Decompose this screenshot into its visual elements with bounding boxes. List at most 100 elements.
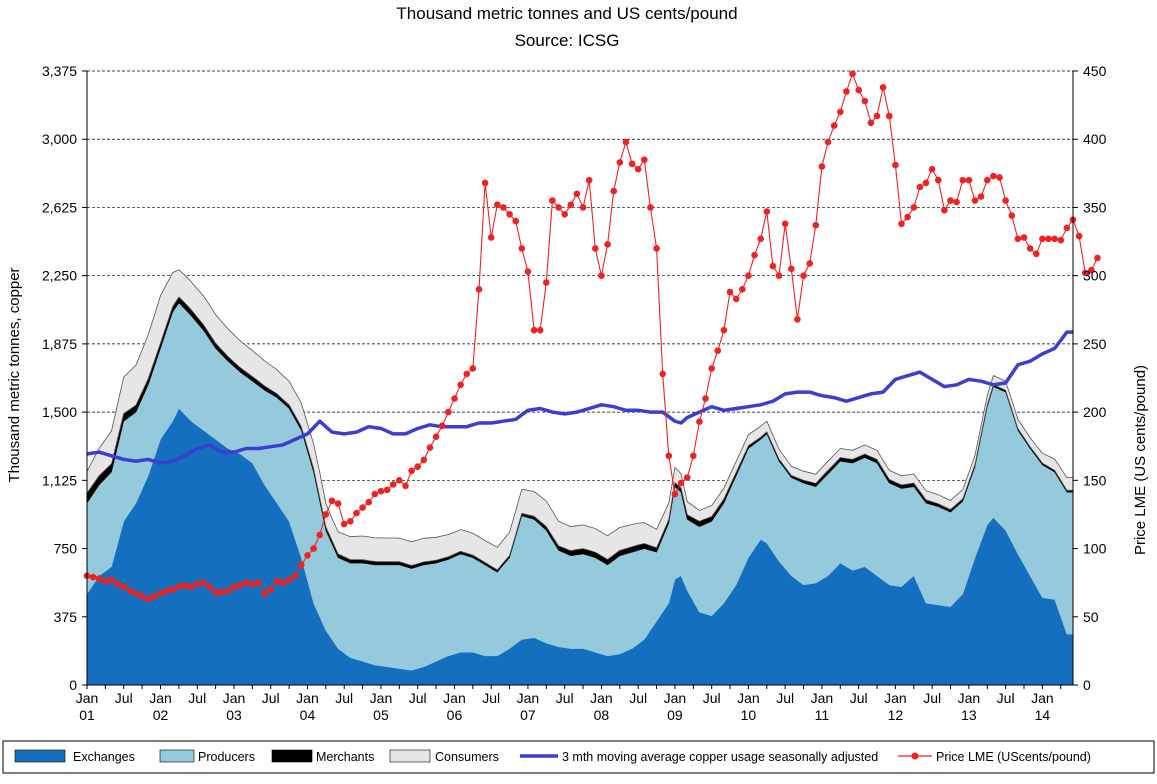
price-marker — [953, 198, 960, 206]
price-marker — [610, 187, 617, 195]
x-tick-label-month: Jul — [115, 690, 133, 706]
x-tick-label-month: Jan — [664, 690, 687, 706]
price-marker — [304, 552, 311, 559]
price-marker — [683, 474, 691, 481]
price-marker — [812, 221, 820, 229]
x-tick-label-month: Jul — [997, 690, 1015, 706]
price-marker — [236, 582, 244, 589]
x-tick-label-month: Jul — [556, 690, 574, 706]
price-marker — [561, 211, 568, 218]
price-marker — [984, 176, 991, 184]
price-marker — [818, 163, 826, 170]
stacked-areas — [86, 269, 1074, 686]
x-tick-label-year: 09 — [667, 707, 683, 723]
x-tick-label-year: 07 — [520, 707, 536, 723]
y2-tick-label: 250 — [1083, 336, 1107, 352]
price-marker — [567, 201, 575, 208]
price-marker — [1033, 250, 1040, 258]
legend-swatch-consumers — [389, 749, 431, 763]
y2-tick-label: 400 — [1083, 131, 1107, 147]
price-marker — [634, 165, 642, 173]
price-marker — [1026, 245, 1034, 252]
price-marker — [837, 108, 844, 116]
price-marker — [420, 456, 428, 464]
price-marker — [935, 176, 942, 184]
price-marker — [690, 452, 697, 460]
price-marker — [928, 165, 936, 173]
y2-tick-label: 0 — [1083, 677, 1091, 693]
price-marker — [861, 97, 869, 105]
price-marker — [273, 578, 281, 585]
price-marker — [1045, 235, 1052, 243]
y-tick-label: 750 — [54, 541, 78, 557]
price-marker — [1057, 236, 1065, 244]
price-marker — [144, 595, 152, 603]
price-marker — [781, 220, 789, 228]
y-axis-title: Thousand metric tonnes, copper — [6, 267, 23, 482]
price-marker — [769, 262, 777, 270]
x-tick-label-month: Jan — [884, 690, 907, 706]
x-tick-label-month: Jul — [850, 690, 868, 706]
price-marker — [432, 433, 440, 441]
y2-tick-label: 50 — [1083, 609, 1099, 625]
y-tick-label: 1,875 — [42, 336, 77, 352]
price-marker — [334, 500, 342, 507]
x-tick-label-year: 10 — [741, 707, 757, 723]
x-tick-label-month: Jul — [188, 690, 206, 706]
x-tick-label-month: Jan — [443, 690, 466, 706]
price-marker — [849, 70, 856, 77]
price-marker — [279, 579, 287, 586]
price-marker — [996, 174, 1003, 181]
y-tick-label: 2,250 — [42, 268, 77, 284]
x-tick-label-month: Jul — [923, 690, 941, 706]
price-marker — [616, 159, 624, 166]
price-marker — [965, 176, 973, 184]
x-tick-label-year: 08 — [594, 707, 610, 723]
price-marker — [696, 418, 703, 426]
price-marker — [206, 583, 213, 591]
price-marker — [181, 582, 189, 589]
price-marker — [904, 213, 911, 221]
price-marker — [830, 122, 838, 129]
y-tick-labels: 0 375 750 1,125 1,500 1,875 2,250 2,625 3,000 3,3… — [42, 63, 77, 693]
price-marker — [1039, 235, 1046, 243]
price-marker — [108, 576, 115, 584]
price-marker — [340, 520, 348, 528]
price-marker — [843, 88, 850, 95]
price-marker — [873, 112, 881, 120]
axes — [82, 70, 1078, 689]
price-marker — [732, 295, 740, 303]
price-marker — [230, 583, 238, 591]
price-marker — [438, 422, 446, 430]
chart-title: Thousand metric tonnes and US cents/poun… — [396, 4, 737, 23]
x-tick-label-year: 11 — [815, 707, 830, 723]
price-marker — [628, 160, 636, 168]
x-tick-label-month: Jan — [370, 690, 393, 706]
price-marker — [255, 579, 262, 586]
price-marker — [414, 463, 422, 471]
price-marker — [457, 381, 464, 389]
price-marker — [653, 245, 660, 252]
x-tick-label-month: Jul — [409, 690, 427, 706]
x-tick-label-month: Jan — [223, 690, 246, 706]
price-marker — [855, 86, 862, 94]
price-marker — [328, 497, 336, 505]
price-marker — [543, 279, 550, 286]
price-marker — [720, 326, 728, 334]
price-marker — [261, 590, 268, 597]
price-marker — [763, 208, 771, 215]
x-tick-label-year: 05 — [373, 707, 389, 723]
price-marker — [647, 204, 654, 211]
price-marker — [506, 211, 513, 218]
price-marker — [298, 561, 305, 569]
price-marker — [475, 286, 483, 293]
y2-tick-label: 100 — [1083, 541, 1107, 557]
legend-swatch-producers — [159, 749, 195, 763]
price-marker — [910, 204, 918, 211]
price-marker — [671, 490, 679, 498]
price-marker — [469, 365, 477, 372]
x-tick-label-month: Jan — [149, 690, 172, 706]
price-marker — [249, 580, 256, 588]
legend-label-consumers: Consumers — [435, 750, 499, 764]
